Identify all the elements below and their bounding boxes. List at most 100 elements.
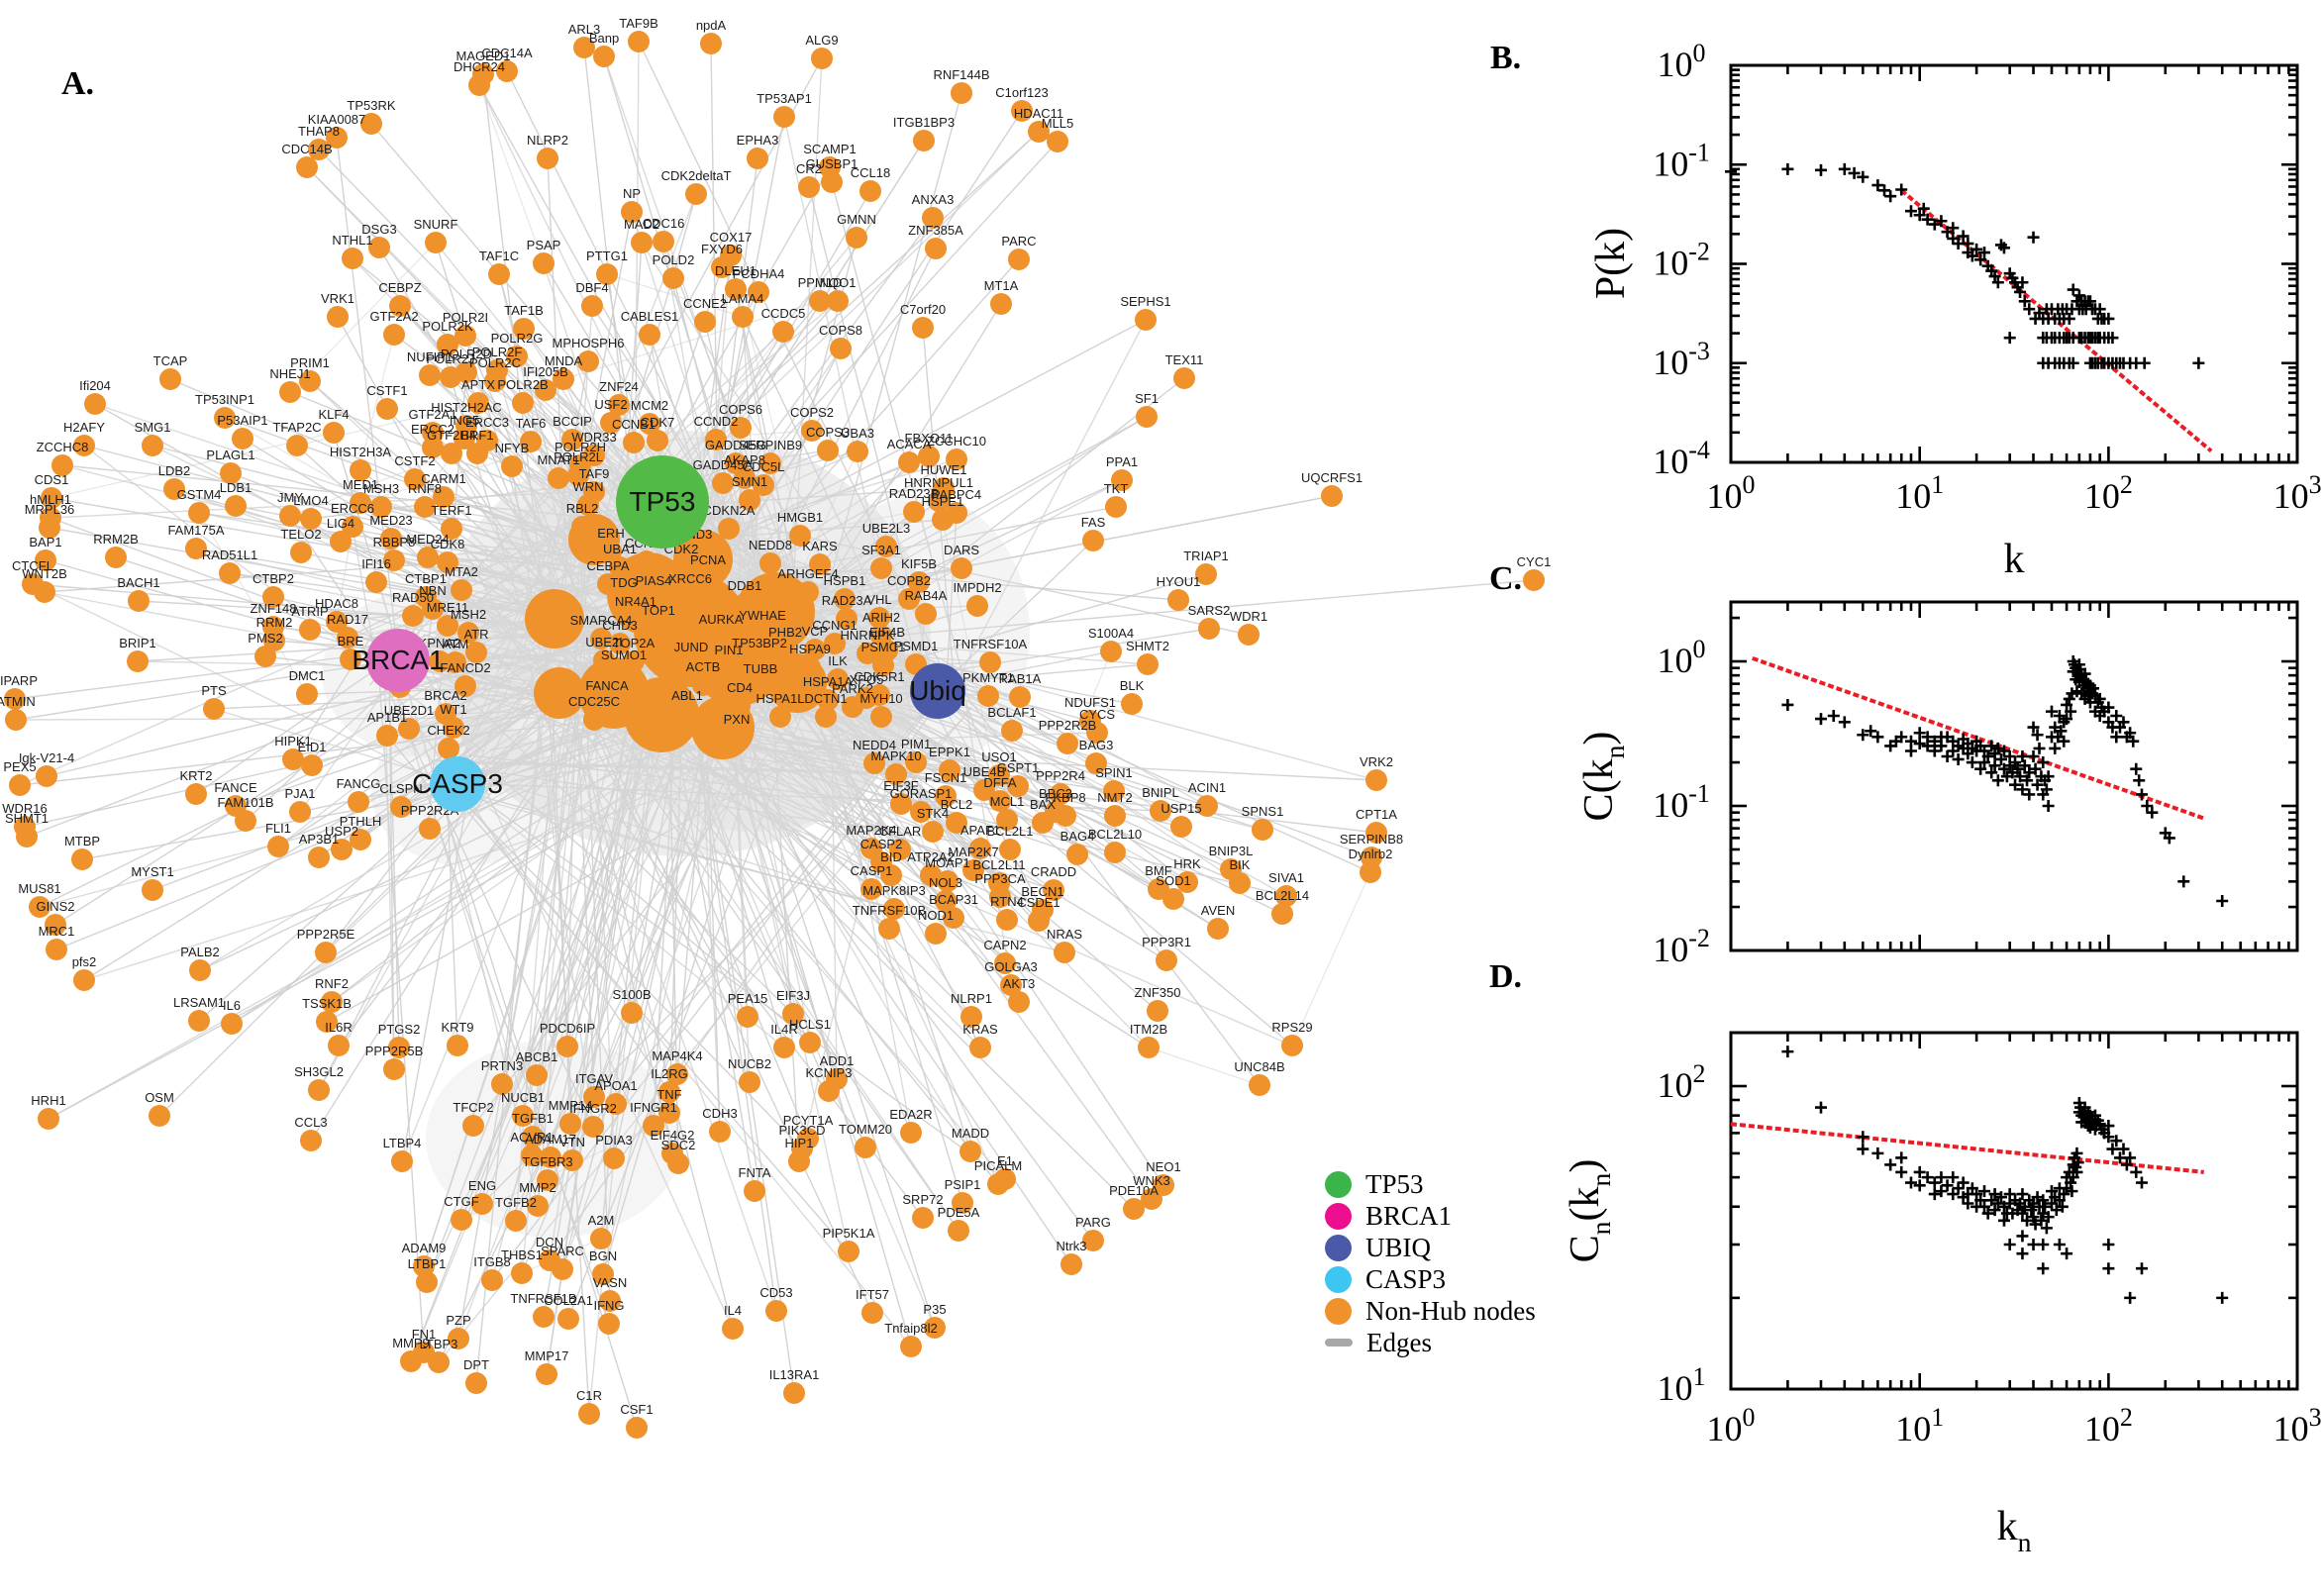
network-node xyxy=(583,709,605,731)
network-edge xyxy=(562,300,821,380)
network-node xyxy=(159,368,181,390)
axis-label: kn​ xyxy=(1997,1504,2032,1557)
network-node xyxy=(918,446,940,467)
data-point xyxy=(1913,738,1926,750)
network-nodes xyxy=(4,31,1545,1439)
network-edge xyxy=(638,41,955,693)
network-node xyxy=(279,381,301,403)
network-node xyxy=(912,317,934,339)
network-node xyxy=(376,725,398,747)
network-node xyxy=(512,392,534,414)
network-node xyxy=(662,267,684,289)
network-node xyxy=(994,952,1016,974)
axis-tick-label: 102 xyxy=(1658,1059,1706,1105)
network-node xyxy=(809,553,831,575)
network-edge xyxy=(592,710,960,1232)
data-point xyxy=(1857,1143,1869,1155)
data-point xyxy=(1814,713,1827,726)
network-node xyxy=(977,685,999,707)
network-node xyxy=(969,838,991,859)
axis-tick-label: 10-4 xyxy=(1653,436,1710,481)
network-edge xyxy=(571,1012,633,1161)
network-node xyxy=(286,435,308,456)
network-edge xyxy=(561,693,768,1270)
network-node xyxy=(734,467,756,489)
network-node xyxy=(440,366,461,388)
network-edge xyxy=(460,1125,655,1221)
network-node xyxy=(73,969,95,991)
network-node xyxy=(710,627,732,648)
network-node xyxy=(220,462,242,484)
network-node xyxy=(571,516,593,538)
network-node xyxy=(331,839,353,860)
network-node xyxy=(772,321,794,343)
axis-label: C(kn​) xyxy=(1576,732,1630,822)
network-node xyxy=(1001,720,1023,742)
network-node xyxy=(454,325,476,347)
network-node xyxy=(846,227,867,249)
network-node xyxy=(1281,1035,1303,1056)
legend-item-brca1: BRCA1 xyxy=(1325,1200,1536,1232)
data-point xyxy=(1871,1147,1884,1159)
network-node xyxy=(680,654,702,676)
network-edge xyxy=(39,732,693,908)
network-node xyxy=(734,593,756,615)
network-node xyxy=(380,528,402,549)
network-edge xyxy=(383,648,395,1070)
network-node xyxy=(631,232,653,253)
network-node xyxy=(468,74,490,96)
network-edge xyxy=(44,550,590,593)
network-node xyxy=(729,695,751,717)
network-node xyxy=(321,991,343,1013)
network-node xyxy=(39,517,60,539)
edge-density-blob xyxy=(426,1040,683,1238)
network-node xyxy=(1170,816,1192,838)
network-node xyxy=(429,650,451,672)
network-node xyxy=(415,586,437,608)
axis-tick-label: 103 xyxy=(2273,470,2322,516)
network-edge xyxy=(408,666,536,730)
network-node xyxy=(1028,910,1050,932)
network-node xyxy=(326,611,348,633)
network-node xyxy=(898,451,920,473)
network-node xyxy=(1249,1074,1270,1096)
node-cluster-blob xyxy=(534,667,585,719)
axis-tick-label: 100 xyxy=(1658,635,1706,680)
network-node xyxy=(922,207,944,229)
network-node xyxy=(34,581,55,603)
network-node xyxy=(932,509,954,531)
network-node xyxy=(609,556,631,578)
axis-tick-label: 102 xyxy=(2084,470,2133,516)
network-node xyxy=(836,608,858,630)
network-node xyxy=(350,459,371,481)
brca1-hub-swatch-icon xyxy=(1325,1202,1352,1230)
panel-label-c: C. xyxy=(1489,560,1523,597)
network-node xyxy=(1066,844,1088,865)
network-node xyxy=(203,698,225,720)
network-node xyxy=(697,567,719,589)
data-point xyxy=(2110,710,2123,723)
network-edge xyxy=(401,627,619,1162)
network-node xyxy=(438,738,459,759)
network-node xyxy=(1150,800,1171,822)
network-node xyxy=(127,650,149,672)
network-node xyxy=(404,468,426,490)
network-node xyxy=(142,879,163,901)
network-node xyxy=(753,474,774,496)
data-point xyxy=(2037,1239,2050,1250)
network-node xyxy=(51,454,73,476)
plot-frame xyxy=(1729,63,2299,464)
network-node xyxy=(809,290,831,312)
network-edge xyxy=(198,512,308,695)
data-point xyxy=(2027,231,2040,244)
network-node xyxy=(824,633,846,654)
network-node xyxy=(749,650,770,672)
network-node xyxy=(350,829,371,850)
data-point xyxy=(2033,742,2046,754)
network-node xyxy=(1057,733,1078,754)
network-node xyxy=(214,407,236,429)
network-edge xyxy=(1148,1047,1261,1086)
data-point xyxy=(1941,1179,1954,1192)
network-node xyxy=(1135,309,1157,331)
network-edge xyxy=(960,671,1012,986)
